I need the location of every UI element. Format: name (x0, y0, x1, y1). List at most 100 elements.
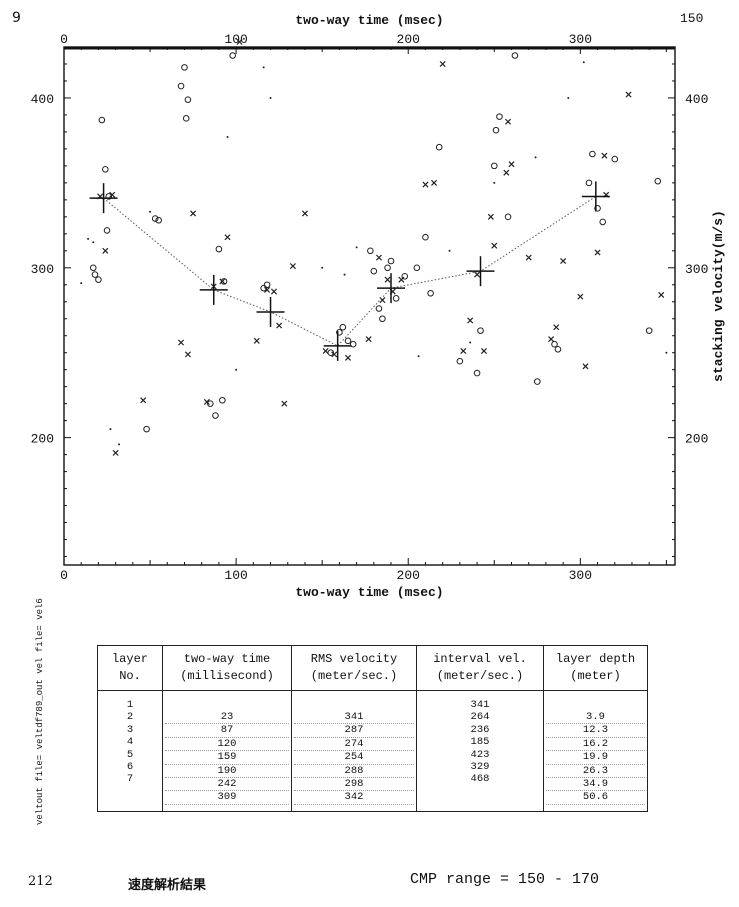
scatter-x-mark (505, 118, 512, 125)
scatter-x-mark (553, 324, 560, 331)
scatter-x-mark (474, 271, 481, 278)
x-tick-label-top: 200 (397, 32, 420, 47)
scatter-x-mark (264, 286, 271, 293)
plot-frame (63, 46, 676, 566)
header-rms-velocity: RMS velocity (meter/sec.) (291, 645, 417, 691)
scatter-circle-mark (206, 400, 214, 407)
scatter-dot-mark (567, 96, 570, 99)
layer-no-cell: 1 (126, 699, 134, 711)
scatter-circle-mark (370, 267, 378, 275)
scatter-dot-mark (149, 210, 152, 213)
scatter-x-mark (109, 191, 116, 198)
scatter-circle-mark (349, 340, 357, 348)
x-axis-title-top: two-way time (msec) (295, 13, 443, 28)
header-two-way-time: two-way time (millisecond) (162, 645, 292, 691)
scatter-circle-mark (89, 264, 97, 272)
layer-no-cell: 4 (126, 736, 134, 749)
scatter-x-mark (203, 398, 210, 405)
scatter-circle-mark (490, 162, 498, 170)
header-layer-depth: layer depth (meter) (543, 645, 648, 691)
scatter-x-mark (375, 254, 382, 261)
scatter-dot-mark (235, 368, 238, 371)
scatter-x-mark (140, 397, 147, 404)
x-tick-label-top: 100 (224, 32, 247, 47)
interval-cell: 236 (470, 723, 490, 736)
scatter-x-mark (270, 288, 278, 295)
scatter-circle-mark (98, 116, 106, 124)
footer-page-mark: 212 (28, 874, 53, 889)
scatter-x-mark (384, 276, 391, 283)
interval-cell: 329 (470, 761, 490, 774)
scatter-circle-mark (473, 369, 481, 377)
scatter-circle-mark (155, 216, 162, 224)
scatter-circle-mark (184, 96, 192, 103)
scatter-circle-mark (177, 82, 185, 90)
velocity-scatter-chart: 0 0 100 100 200 200 300 300 200 300 400 200 300 400 tw… (31, 11, 726, 600)
time-cell: 120 (165, 738, 289, 752)
scatter-dot-mark (534, 156, 537, 159)
corner-label: 150 (680, 11, 703, 26)
scatter-dot-mark (109, 428, 112, 431)
x-tick-label-bottom: 100 (224, 568, 247, 583)
scatter-circle-mark (336, 329, 343, 336)
scatter-x-mark (594, 249, 601, 256)
scatter-x-mark (276, 322, 283, 329)
scatter-x-mark (224, 234, 231, 241)
scatter-x-mark (525, 254, 532, 261)
scatter-x-mark (236, 38, 243, 45)
scatter-circle-mark (384, 264, 391, 272)
scatter-x-mark (577, 293, 584, 300)
scatter-x-mark (344, 354, 352, 361)
scatter-circle-mark (95, 276, 102, 283)
rms-cell: 288 (294, 765, 414, 779)
x-tick-label-top: 300 (569, 32, 592, 47)
layer-no-cell: 2 (126, 711, 134, 724)
depth-cell: 19.9 (546, 751, 645, 765)
scatter-circle-mark (611, 155, 619, 163)
scatter-x-mark (102, 247, 109, 254)
scatter-circle-mark (492, 126, 500, 134)
scatter-circle-mark (105, 193, 113, 200)
scatter-circle-mark (511, 52, 519, 59)
scatter-circle-mark (422, 233, 429, 241)
picked-velocity-line (103, 196, 597, 347)
page-number: 9 (12, 10, 21, 26)
side-file-label: veltout file= veltdf789_out vel file= ve… (35, 598, 45, 825)
scatter-x-mark (560, 257, 567, 265)
scatter-x-mark (398, 276, 405, 283)
scatter-circle-mark (534, 378, 541, 385)
x-tick-label-bottom: 300 (569, 568, 592, 583)
interval-cell: 185 (470, 736, 490, 749)
layer-table: layer No. two-way time (millisecond) RMS v… (97, 645, 648, 812)
scatter-x-mark (178, 339, 185, 346)
depth-cell: 3.9 (546, 711, 645, 725)
scatter-circle-mark (504, 213, 512, 221)
footer-title: 速度解析結果 (128, 878, 207, 893)
rms-cell: 342 (294, 791, 414, 805)
scatter-circle-mark (554, 346, 562, 353)
time-column: 23 87 120 159 190 242 309 (165, 699, 289, 805)
scatter-circle-mark (401, 272, 409, 280)
y-tick-label-right: 300 (685, 262, 708, 277)
scatter-circle-mark (220, 278, 228, 285)
scatter-circle-mark (215, 245, 223, 253)
depth-cell: 12.3 (546, 724, 645, 738)
scatter-dot-mark (92, 241, 95, 244)
layer-no-cell: 3 (126, 723, 134, 736)
scatter-x-mark (487, 213, 494, 220)
scatter-x-mark (658, 291, 665, 298)
scatter-x-mark (491, 242, 498, 249)
depth-column: 3.9 12.3 16.2 19.9 26.3 34.9 50.6 (546, 699, 645, 805)
time-cell: 23 (165, 711, 289, 725)
scatter-circle-mark (212, 412, 219, 419)
scatter-dot-mark (226, 136, 229, 139)
scatter-circle-mark (260, 284, 267, 292)
scatter-dot-mark (262, 66, 265, 69)
scatter-dot-mark (269, 96, 272, 99)
scatter-x-mark (431, 179, 438, 186)
layer-no-cell: 5 (126, 748, 134, 761)
scatter-x-mark (301, 210, 308, 217)
y-tick-label-left: 400 (31, 92, 54, 107)
scatter-dot-mark (448, 249, 451, 252)
